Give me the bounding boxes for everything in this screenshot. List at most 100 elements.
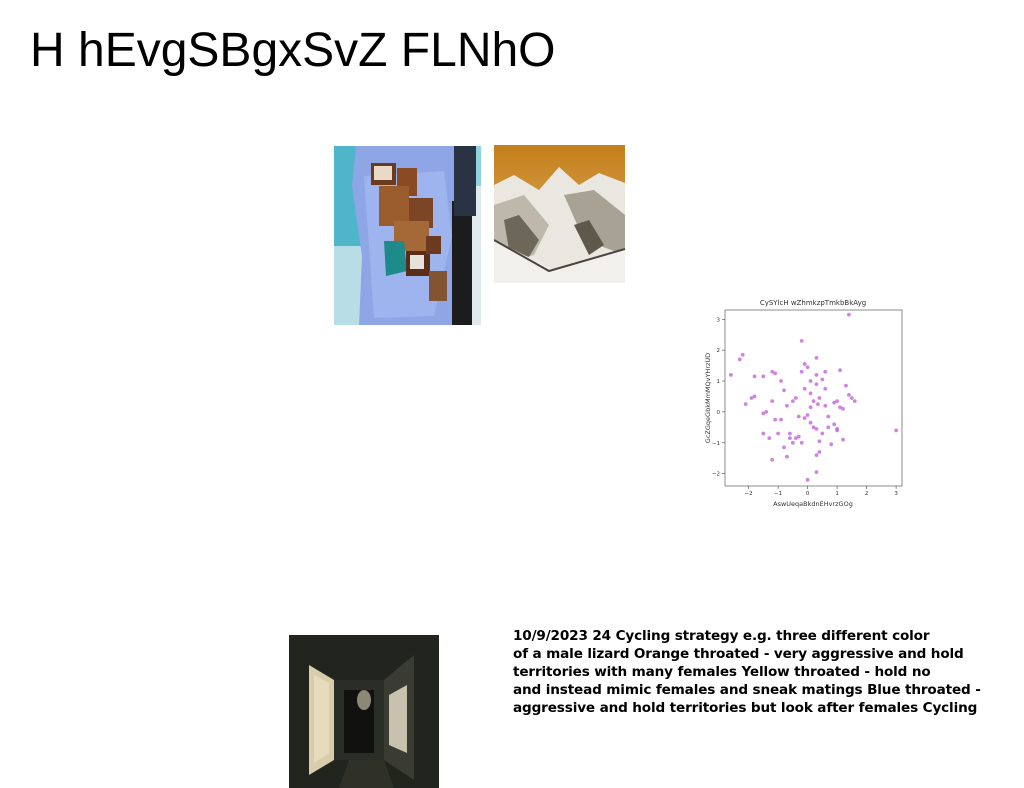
- scatter-point: [740, 352, 745, 357]
- corridor-photo: [289, 635, 439, 788]
- scatter-point: [788, 436, 792, 441]
- scatter-point: [749, 396, 754, 400]
- scatter-point: [743, 402, 748, 407]
- x-axis-label: AswUeqaBkdnEHvrzGOg: [773, 500, 853, 508]
- x-tick-label: 3: [894, 491, 898, 497]
- scatter-point: [788, 431, 792, 436]
- scatter-point: [790, 440, 795, 445]
- scatter-point: [782, 445, 786, 450]
- scatter-point: [767, 436, 772, 441]
- scatter-point: [802, 416, 807, 420]
- scatter-point: [817, 450, 822, 454]
- scatter-chart-svg: CySYlcH wZhmkzpTmkbBkAyg −2 −1 0 1 2 3 −2 −1 0 1 2…: [704, 299, 903, 508]
- note-text: 10/9/2023 24 Cycling strategy e.g. three…: [513, 628, 981, 716]
- scatter-point: [817, 439, 822, 444]
- scatter-point: [802, 362, 807, 366]
- y-axis-label: GcZGqeGbkMmMQvYHrzUD: [704, 353, 712, 443]
- scatter-point: [785, 454, 789, 459]
- scatter-point: [790, 399, 795, 403]
- scatter-point: [773, 417, 778, 422]
- page-title: H hEvgSBgxSvZ FLNhO: [30, 24, 556, 77]
- scatter-point: [799, 338, 804, 343]
- scatter-point: [799, 369, 804, 374]
- scatter-point: [826, 414, 831, 419]
- jacket-photo: [334, 146, 481, 325]
- y-tick-label: 3: [717, 317, 721, 323]
- scatter-point: [849, 396, 854, 400]
- scatter-point: [729, 372, 733, 377]
- scatter-point: [808, 405, 813, 410]
- scatter-point: [808, 391, 813, 396]
- scatter-point: [823, 386, 828, 391]
- scatter-point: [770, 457, 775, 462]
- scatter-point: [770, 399, 775, 403]
- mountain-photo: [494, 145, 625, 283]
- scatter-point: [814, 426, 819, 431]
- scatter-point: [832, 400, 837, 405]
- scatter-point: [852, 399, 857, 403]
- scatter-point: [829, 442, 834, 447]
- scatter-point: [785, 403, 789, 408]
- scatter-point: [814, 372, 819, 377]
- scatter-point: [816, 402, 820, 407]
- scatter-point: [820, 377, 825, 382]
- scatter-point: [776, 431, 780, 436]
- scatter-point: [835, 426, 839, 431]
- scatter-point: [817, 396, 822, 400]
- scatter-point: [814, 470, 819, 475]
- scatter-point: [841, 406, 845, 411]
- scatter-point: [832, 422, 837, 427]
- y-tick-label: 0: [717, 410, 721, 416]
- x-tick-label: −2: [745, 491, 753, 497]
- scatter-point: [779, 417, 783, 422]
- scatter-point: [823, 403, 828, 408]
- y-tick-label: 1: [717, 379, 721, 385]
- scatter-point: [737, 357, 742, 362]
- scatter-point: [796, 414, 801, 419]
- scatter-point: [761, 411, 766, 416]
- x-tick-label: −1: [774, 491, 782, 497]
- y-tick-label: −1: [712, 441, 720, 447]
- scatter-point: [761, 374, 766, 379]
- x-tick-label: 2: [865, 491, 869, 497]
- scatter-point: [802, 386, 807, 391]
- scatter-point: [823, 369, 828, 374]
- scatter-point: [761, 431, 766, 436]
- x-tick-label: 1: [835, 491, 839, 497]
- scatter-point: [779, 379, 783, 383]
- scatter-point: [752, 374, 757, 379]
- scatter-point: [808, 420, 813, 425]
- scatter-point: [782, 388, 786, 393]
- scatter-point: [838, 368, 842, 373]
- scatter-point: [820, 431, 825, 436]
- scatter-point: [770, 369, 775, 374]
- scatter-point: [814, 453, 819, 458]
- scatter-point: [799, 440, 804, 445]
- scatter-chart: CySYlcH wZhmkzpTmkbBkAyg −2 −1 0 1 2 3 −2 −1 0 1 2…: [700, 295, 910, 510]
- scatter-point: [764, 409, 769, 414]
- scatter-point: [808, 379, 813, 383]
- scatter-point: [752, 394, 757, 399]
- scatter-point: [773, 371, 778, 376]
- scatter-point: [826, 425, 831, 430]
- scatter-point: [814, 382, 819, 387]
- y-tick-label: −2: [712, 472, 720, 478]
- x-tick-label: 0: [806, 491, 810, 497]
- scatter-point: [793, 396, 798, 400]
- scatter-point: [811, 399, 816, 403]
- scatter-point: [805, 477, 810, 482]
- scatter-point: [793, 436, 798, 441]
- scatter-point: [844, 383, 848, 388]
- y-tick-label: 2: [717, 348, 721, 354]
- scatter-point: [847, 312, 851, 317]
- scatter-point: [796, 434, 801, 439]
- scatter-point: [838, 405, 842, 410]
- chart-title: CySYlcH wZhmkzpTmkbBkAyg: [760, 299, 866, 307]
- scatter-point: [835, 399, 839, 403]
- scatter-point: [805, 365, 810, 370]
- scatter-point: [811, 425, 816, 430]
- scatter-point: [894, 428, 898, 433]
- scatter-point: [841, 437, 845, 442]
- scatter-point: [847, 393, 851, 397]
- scatter-point: [814, 355, 819, 360]
